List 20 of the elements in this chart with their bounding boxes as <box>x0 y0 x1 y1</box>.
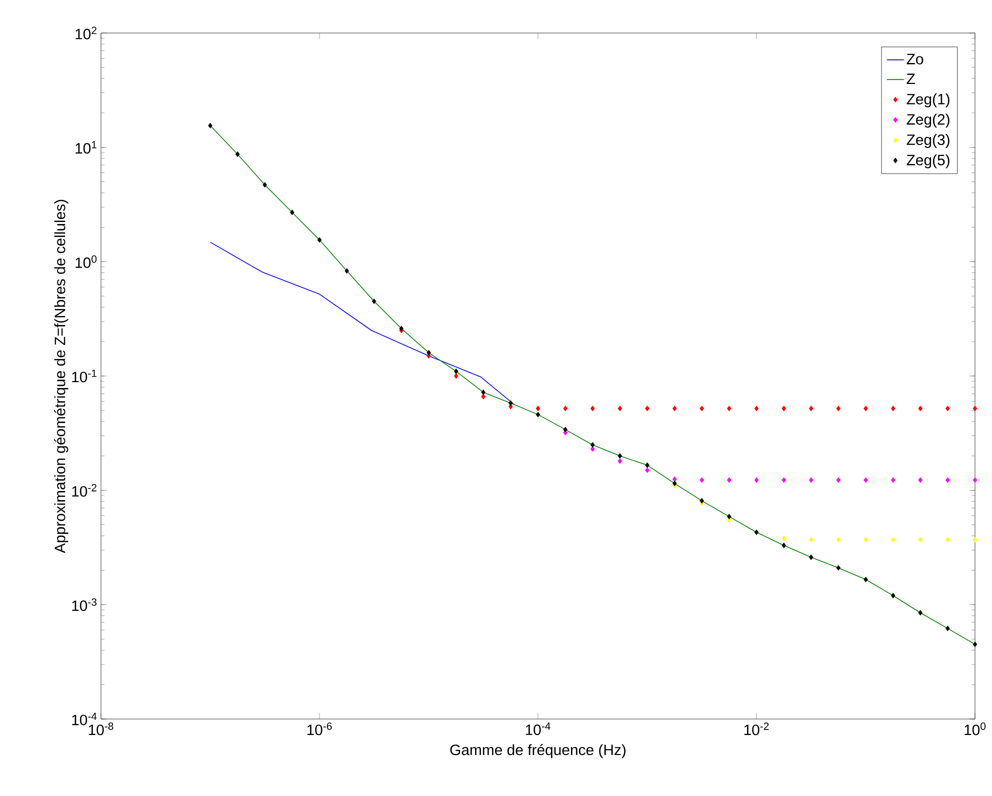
legend-label: Zeg(2) <box>906 114 950 128</box>
x-tick-label: 10$^{0}$ <box>964 722 986 736</box>
legend-label: Zo <box>906 54 924 64</box>
y-tick-label: 10$^{1}$ <box>76 141 96 154</box>
y-tick-label: 10$^{-4}$ <box>72 712 97 726</box>
x-axis-title: Gamme de fréquence (Hz) <box>450 744 626 758</box>
legend-label: Zeg(3) <box>906 134 950 148</box>
x-tick-label: 10$^{-4}$ <box>526 722 550 736</box>
legend-label: Z <box>906 74 915 84</box>
y-tick-label: 10$^{2}$ <box>76 26 96 40</box>
y-tick-label: 10$^{-2}$ <box>72 484 96 497</box>
y-tick-label: 10$^{0}$ <box>76 255 97 268</box>
x-tick-label: 10$^{-8}$ <box>88 722 114 736</box>
x-tick-label: 10$^{-6}$ <box>307 722 332 736</box>
legend-label: Zeg(5) <box>906 154 950 168</box>
legend-label: Zeg(1) <box>906 93 950 108</box>
y-axis-title: Approximation géométrique de Z=f(Nbres de cellules) <box>54 200 68 554</box>
y-tick-label: 10$^{-1}$ <box>72 370 96 382</box>
y-tick-label: 10$^{-3}$ <box>72 598 97 611</box>
x-tick-label: 10$^{-2}$ <box>744 722 769 736</box>
